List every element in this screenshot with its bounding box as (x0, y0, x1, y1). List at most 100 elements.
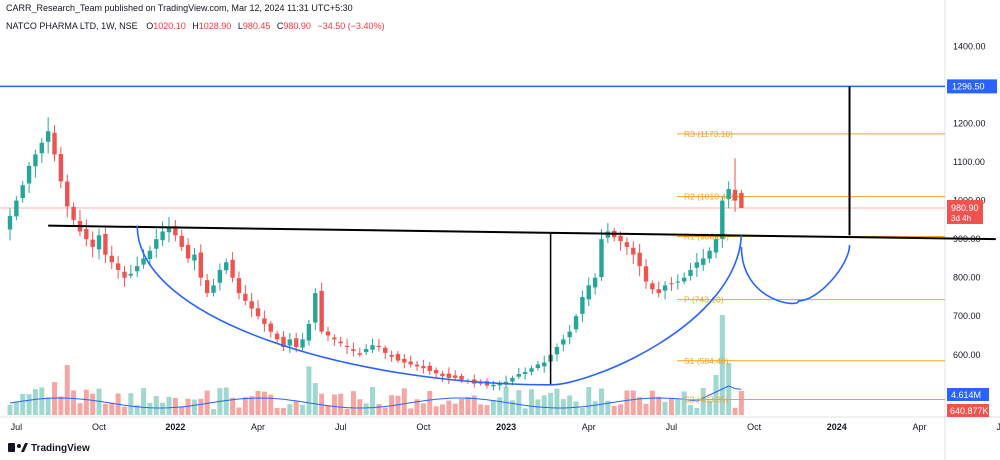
volume-bar (300, 404, 306, 415)
candle-body (217, 269, 223, 283)
legend-line: NATCO PHARMA LTD, 1W, NSE O1020.10 H1028… (6, 21, 385, 31)
cup-curve (136, 225, 743, 386)
candle-body (33, 154, 38, 167)
volume-bar (554, 388, 560, 415)
ohlc-low: 980.45 (242, 21, 271, 31)
candle-body (255, 308, 261, 317)
candle-body (192, 254, 197, 261)
y-tick-label: 1200.00 (953, 119, 986, 129)
resistance-level-label: 1296.50 (952, 81, 985, 91)
y-tick-label: 900.00 (953, 234, 981, 244)
candle-body (681, 277, 687, 282)
x-tick-label: Jul (335, 422, 347, 432)
volume-bar (261, 391, 267, 415)
volume-bar (191, 399, 197, 415)
candle-body (39, 142, 44, 154)
candle-body (516, 374, 521, 377)
volume-bar (503, 387, 509, 415)
volume-bar (280, 408, 286, 415)
volume-bar (357, 399, 363, 415)
volume-bar (681, 391, 687, 415)
candle-body (433, 369, 439, 374)
resistance-level-badge (947, 79, 997, 94)
candle-body (701, 258, 706, 265)
candle-body (45, 131, 51, 142)
volume-bar (268, 394, 274, 415)
volume-bar (567, 395, 573, 415)
candle-body (688, 269, 693, 276)
candle-body (580, 296, 585, 314)
volume-bar (497, 397, 503, 415)
ohlc-close-label: C (276, 21, 284, 31)
ohlc-low-label: L (237, 21, 243, 31)
candle-body (71, 206, 76, 220)
volume-bar (726, 363, 732, 415)
volume-bar (274, 407, 280, 415)
volume-bar (236, 407, 242, 415)
candle-body (389, 354, 394, 357)
candle-body (338, 341, 343, 344)
volume-bar (688, 405, 694, 415)
volume-bar (509, 400, 515, 415)
volume-bar (325, 405, 331, 415)
volume-bar (598, 388, 604, 415)
volume-bar (7, 404, 13, 415)
candle-body (211, 285, 216, 293)
volume-last-badge (947, 404, 989, 417)
volume-bar (471, 395, 477, 415)
volume-bar (344, 408, 350, 415)
last-price-countdown: 3d 4h (951, 214, 971, 223)
volume-bar (249, 396, 255, 415)
candle-body (160, 231, 165, 241)
tradingview-logo: TradingView (8, 443, 90, 454)
candle-body (656, 289, 661, 294)
volume-bar (83, 389, 89, 415)
volume-bar (649, 390, 655, 415)
last-price-value: 980.90 (951, 203, 979, 213)
candle-body (332, 337, 337, 340)
volume-bar (452, 403, 458, 415)
published-line: CARR_Research_Team published on TradingV… (6, 3, 353, 13)
candle-body (65, 181, 70, 207)
candle-body (268, 323, 273, 332)
candle-body (599, 239, 604, 278)
candle-body (249, 301, 254, 309)
pivot-label: P (743.10) (684, 295, 724, 305)
candle-body (414, 364, 420, 367)
drawings (48, 86, 996, 386)
y-tick-label: 600.00 (953, 350, 981, 360)
volume-bar (331, 394, 337, 415)
volume-bar (490, 400, 496, 415)
volume-bar (45, 397, 51, 415)
price-levels: R3 (1173.10) R2 (1010.40) R1 (906.85) P (74… (0, 85, 945, 405)
candle-body (128, 273, 134, 276)
x-tick-label: 2023 (496, 422, 516, 432)
candle-body (363, 348, 369, 353)
candle-body (567, 331, 572, 338)
volume-bar (420, 403, 426, 415)
volume-bar (64, 365, 70, 415)
volume-bar (147, 402, 153, 415)
volume-bar (694, 408, 700, 415)
volume-bar (395, 395, 401, 415)
candle-body (713, 239, 719, 253)
ohlc-change: −34.50 (−3.40%) (317, 21, 385, 31)
candle-body (319, 290, 324, 332)
volume-bar (408, 408, 414, 415)
candle-body (325, 331, 331, 336)
candle-body (631, 247, 636, 255)
candle-body (20, 185, 25, 198)
y-tick-label: 700.00 (953, 311, 981, 321)
volume-bar (529, 389, 535, 415)
time-axis[interactable]: Jul Oct 2022 Apr Jul Oct 2023 Apr Jul Oct 2024 Apr J… (11, 422, 1000, 432)
volume-bar (39, 387, 45, 415)
price-axis[interactable]: 500.00600.00700.00800.00900.001000.00110… (947, 42, 997, 418)
candle-body (669, 283, 674, 285)
candle-body (300, 339, 305, 348)
volume-bar (618, 404, 624, 415)
candle-body (376, 345, 382, 348)
candle-body (732, 189, 738, 201)
volume-bar (121, 406, 127, 415)
